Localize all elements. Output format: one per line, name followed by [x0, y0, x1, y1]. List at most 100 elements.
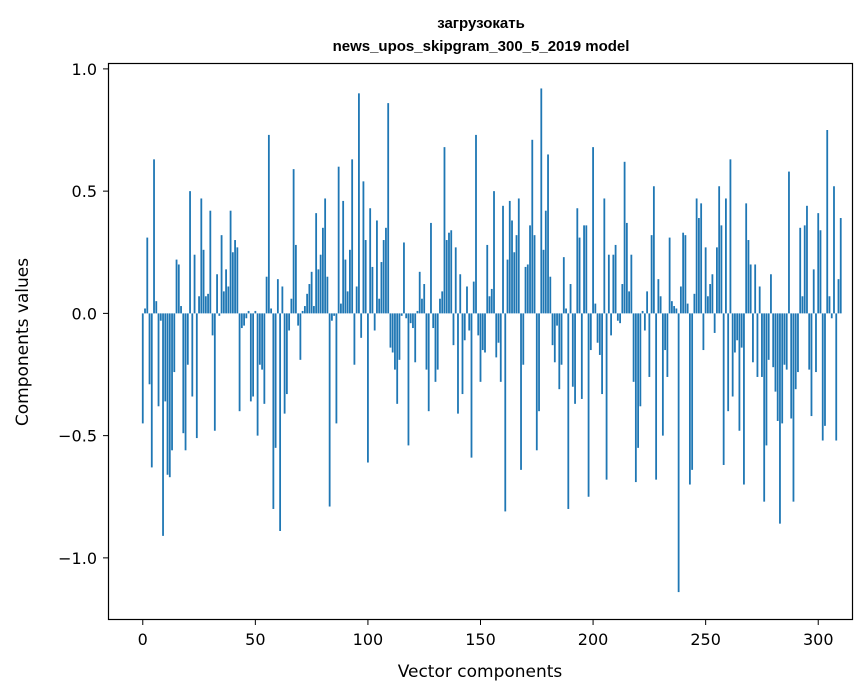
bar-154	[488, 296, 491, 314]
bar-201	[594, 303, 597, 314]
bar-280	[772, 313, 775, 368]
bar-115	[400, 313, 403, 316]
bar-304	[826, 130, 829, 314]
bar-67	[292, 169, 295, 314]
bar-27	[202, 249, 205, 314]
bar-107	[382, 240, 385, 314]
bar-44	[240, 313, 243, 329]
bar-285	[783, 313, 786, 365]
bar-118	[407, 313, 410, 446]
bar-287	[788, 171, 790, 314]
bar-163	[508, 200, 511, 314]
bar-255	[716, 247, 718, 314]
bar-108	[385, 227, 387, 314]
y-axis-label: Components values	[13, 258, 33, 426]
bar-30	[209, 210, 212, 314]
bar-236	[673, 306, 676, 314]
x-tick-label: 200	[578, 630, 609, 649]
bar-63	[283, 313, 286, 414]
bar-159	[499, 313, 502, 382]
bar-228	[655, 313, 658, 480]
bar-42	[236, 247, 239, 314]
bar-58	[272, 313, 275, 509]
bar-175	[535, 313, 538, 451]
bar-260	[727, 313, 730, 412]
bar-98	[362, 181, 365, 314]
bar-237	[675, 308, 678, 314]
bar-290	[794, 313, 797, 390]
bar-49	[252, 313, 254, 397]
bar-94	[353, 313, 356, 365]
bar-209	[612, 254, 615, 314]
bar-308	[835, 313, 838, 441]
bar-307	[833, 186, 835, 314]
bar-116	[403, 242, 405, 314]
plot-frame	[107, 62, 854, 621]
x-axis-label: Vector components	[398, 662, 563, 682]
bar-191	[571, 313, 574, 387]
bar-284	[781, 313, 784, 424]
bar-80	[321, 227, 324, 314]
bar-269	[747, 240, 750, 314]
bar-286	[785, 313, 788, 370]
bar-253	[711, 274, 714, 314]
bar-238	[677, 313, 680, 593]
bar-305	[828, 296, 831, 314]
bar-24	[195, 313, 198, 439]
bar-53	[261, 313, 263, 370]
bar-40	[231, 252, 234, 314]
bar-15	[175, 259, 178, 314]
bar-36	[222, 291, 225, 314]
bar-16	[177, 264, 180, 314]
bar-71	[301, 310, 304, 314]
bar-19	[184, 313, 187, 451]
bar-199	[589, 313, 592, 351]
bar-184	[556, 313, 558, 326]
bar-140	[457, 313, 459, 414]
bar-208	[610, 313, 612, 336]
bar-92	[349, 249, 351, 314]
bar-20	[186, 313, 189, 365]
bar-25	[198, 296, 200, 314]
bar-13	[171, 313, 173, 451]
bar-247	[698, 218, 700, 314]
bar-74	[308, 284, 311, 314]
bar-158	[497, 313, 500, 343]
bar-297	[810, 313, 813, 417]
bar-22	[191, 313, 194, 397]
bar-62	[281, 286, 284, 314]
bar-110	[389, 313, 392, 348]
bar-278	[767, 313, 770, 360]
bar-113	[396, 313, 399, 404]
bar-32	[213, 313, 216, 431]
bar-227	[652, 186, 655, 314]
bar-66	[290, 298, 293, 314]
bar-259	[725, 198, 727, 314]
bar-197	[585, 225, 588, 314]
bar-265	[738, 313, 741, 431]
bar-34	[218, 313, 221, 316]
bar-221	[639, 313, 642, 407]
bar-204	[601, 313, 603, 395]
bar-0	[141, 313, 144, 424]
bar-139	[454, 247, 457, 314]
bar-222	[641, 310, 644, 314]
bar-105	[378, 298, 381, 314]
bar-213	[621, 284, 624, 314]
bar-218	[632, 313, 635, 382]
bar-276	[763, 313, 766, 502]
bar-11	[166, 313, 169, 475]
bar-130	[434, 313, 437, 382]
x-tick-label: 300	[803, 630, 834, 649]
bar-48	[249, 313, 252, 402]
bar-61	[279, 313, 282, 531]
bar-84	[331, 313, 333, 321]
bar-41	[234, 240, 236, 314]
bar-245	[693, 293, 696, 314]
bar-273	[756, 313, 759, 377]
bar-185	[558, 313, 561, 390]
bar-101	[369, 208, 372, 314]
bar-283	[779, 313, 781, 524]
bar-180	[547, 154, 549, 314]
